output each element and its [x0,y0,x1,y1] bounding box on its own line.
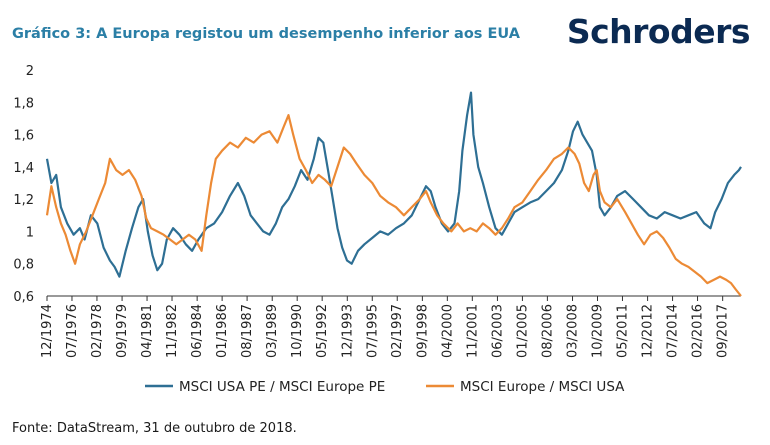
x-tick-label: 12/1974 [40,304,55,358]
x-tick-label: 02/1997 [390,304,405,358]
legend: MSCI USA PE / MSCI Europe PE MSCI Europe … [145,379,625,395]
y-tick-label: 1,8 [13,96,34,111]
x-tick-label: 04/2000 [440,304,455,358]
x-tick-label: 08/2006 [540,304,555,358]
x-tick-label: 03/1989 [265,304,280,358]
x-tick-label: 02/1978 [90,304,105,358]
y-tick-label: 1,4 [13,161,34,176]
x-tick-label: 10/1990 [290,304,305,358]
x-tick-label: 06/2003 [490,304,505,358]
y-tick-label: 0,8 [13,258,34,273]
x-tick-label: 09/2017 [716,304,731,358]
source-note: Fonte: DataStream, 31 de outubro de 2018… [12,421,297,436]
line-chart: 0,6 0,8 1 1,2 1,4 1,6 1,8 2 12/1974 07/1976 02/19… [13,64,742,395]
x-tick-label: 07/1976 [65,304,80,358]
series-line-2 [45,114,742,297]
x-tick-label: 12/1993 [340,304,355,358]
x-tick-label: 08/1987 [240,304,255,358]
y-axis-ticks: 0,6 0,8 1 1,2 1,4 1,6 1,8 2 [13,64,34,305]
x-tick-label: 01/2005 [515,304,530,358]
x-tick-label: 12/2012 [641,304,656,358]
x-tick-label: 02/2016 [691,304,706,358]
y-tick-label: 1,2 [13,193,34,208]
series-line-1 [45,91,742,278]
y-tick-label: 0,6 [13,290,34,305]
y-tick-label: 1 [26,225,34,240]
x-tick-label: 04/1981 [140,304,155,358]
x-axis-ticks: 12/1974 07/1976 02/1978 09/1979 04/1981 11/19… [40,296,731,358]
x-tick-label: 11/1982 [165,304,180,358]
x-tick-label: 01/1986 [215,304,230,358]
x-tick-label: 05/1992 [315,304,330,358]
x-tick-label: 03/2008 [566,304,581,358]
legend-label: MSCI Europe / MSCI USA [460,379,625,395]
x-tick-label: 07/1995 [365,304,380,358]
chart-title: Gráfico 3: A Europa registou um desempen… [12,26,520,42]
x-tick-label: 06/1984 [190,304,205,358]
x-tick-label: 05/2011 [615,304,630,358]
series-lines [45,91,742,297]
x-tick-label: 10/2009 [590,304,605,358]
x-tick-label: 09/1998 [415,304,430,358]
y-tick-label: 1,6 [13,129,34,144]
x-tick-label: 11/2001 [465,304,480,358]
y-tick-label: 2 [26,64,34,79]
x-tick-label: 07/2014 [666,304,681,358]
legend-label: MSCI USA PE / MSCI Europe PE [179,379,385,395]
x-tick-label: 09/1979 [115,304,130,358]
schroders-logo: Schroders [566,12,751,51]
